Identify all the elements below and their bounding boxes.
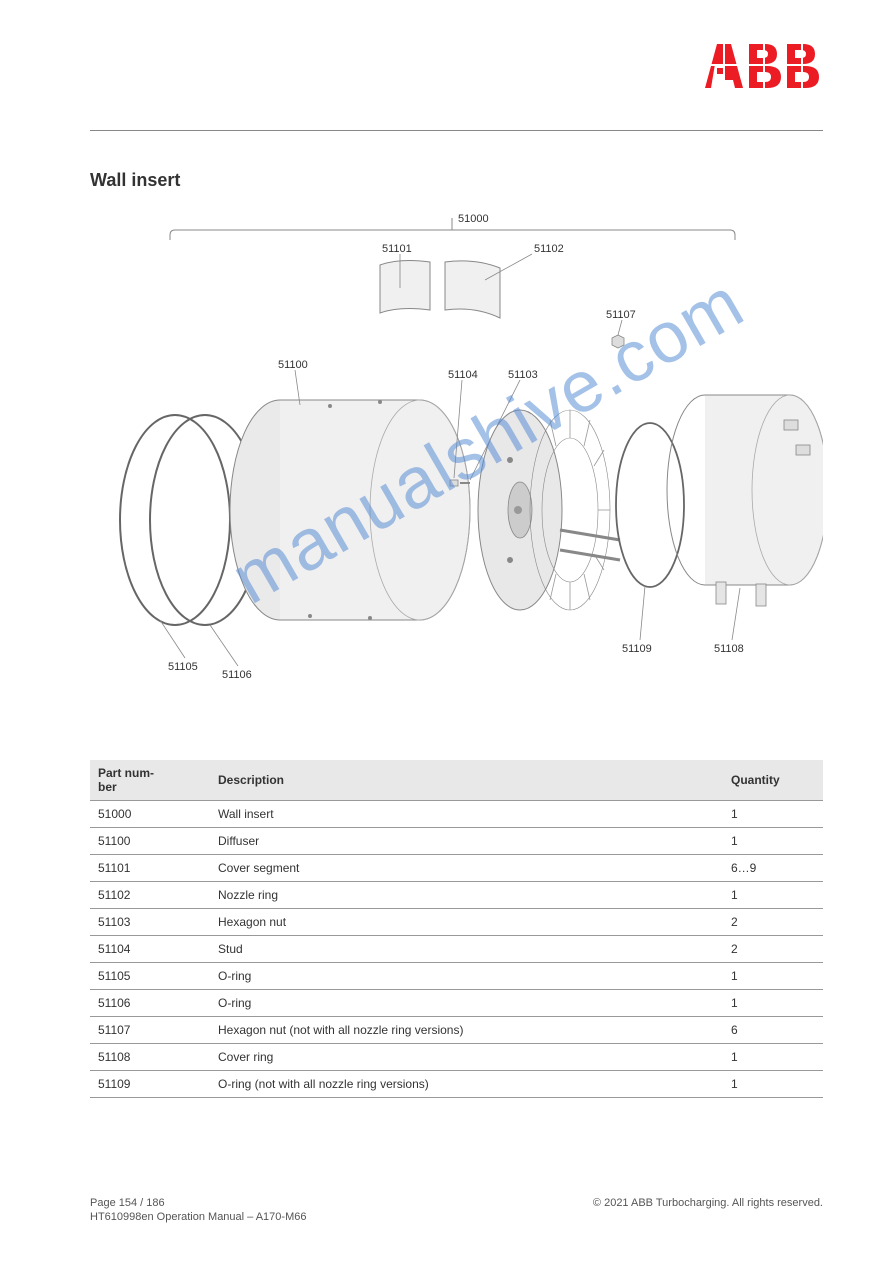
svg-text:51104: 51104 <box>448 369 478 381</box>
oring-3 <box>616 423 684 587</box>
svg-text:51106: 51106 <box>222 669 252 681</box>
table-row: 51109O-ring (not with all nozzle ring ve… <box>90 1071 823 1098</box>
cover-segment-left <box>380 261 430 313</box>
cell-desc: Wall insert <box>210 801 723 828</box>
cell-qty: 1 <box>723 1044 823 1071</box>
cell-qty: 2 <box>723 909 823 936</box>
table-row: 51101Cover segment6…9 <box>90 855 823 882</box>
cell-part: 51109 <box>90 1071 210 1098</box>
abb-logo <box>703 42 823 95</box>
header-divider <box>90 130 823 131</box>
cell-part: 51102 <box>90 882 210 909</box>
table-row: 51107Hexagon nut (not with all nozzle ri… <box>90 1017 823 1044</box>
cell-part: 51101 <box>90 855 210 882</box>
svg-text:51100: 51100 <box>278 359 308 371</box>
cell-desc: O-ring (not with all nozzle ring version… <box>210 1071 723 1098</box>
table-row: 51000Wall insert1 <box>90 801 823 828</box>
header-part: Part num-ber <box>90 760 210 801</box>
footer-copyright: © 2021 ABB Turbocharging. All rights res… <box>593 1197 823 1209</box>
cell-qty: 6…9 <box>723 855 823 882</box>
cell-desc: Stud <box>210 936 723 963</box>
oring-1 <box>120 415 230 625</box>
parts-table: Part num-ber Description Quantity 51000W… <box>90 760 823 1098</box>
exploded-diagram: 51000 51101 51102 51105 51 <box>90 210 823 730</box>
table-header-row: Part num-ber Description Quantity <box>90 760 823 801</box>
header-desc: Description <box>210 760 723 801</box>
cell-desc: Nozzle ring <box>210 882 723 909</box>
footer-docid: HT610998en Operation Manual – A170-M66 <box>90 1211 823 1223</box>
page-container: Wall insert 51000 51101 51102 <box>0 0 893 1263</box>
table-row: 51108Cover ring1 <box>90 1044 823 1071</box>
cell-part: 51108 <box>90 1044 210 1071</box>
svg-text:51102: 51102 <box>534 243 564 255</box>
page-footer: Page 154 / 186 © 2021 ABB Turbocharging.… <box>90 1197 823 1223</box>
cell-desc: Hexagon nut (not with all nozzle ring ve… <box>210 1017 723 1044</box>
cell-qty: 2 <box>723 936 823 963</box>
table-row: 51102Nozzle ring1 <box>90 882 823 909</box>
cell-qty: 6 <box>723 1017 823 1044</box>
table-row: 51103Hexagon nut2 <box>90 909 823 936</box>
cell-qty: 1 <box>723 1071 823 1098</box>
cell-desc: Cover ring <box>210 1044 723 1071</box>
section-title: Wall insert <box>90 170 180 191</box>
table-row: 51104Stud2 <box>90 936 823 963</box>
cell-qty: 1 <box>723 801 823 828</box>
table-row: 51100Diffuser1 <box>90 828 823 855</box>
cell-qty: 1 <box>723 828 823 855</box>
svg-text:51105: 51105 <box>168 661 198 673</box>
table-row: 51105O-ring1 <box>90 963 823 990</box>
nozzle-ring <box>478 410 620 610</box>
cell-part: 51107 <box>90 1017 210 1044</box>
cell-part: 51000 <box>90 801 210 828</box>
cover-segment-right <box>445 261 500 318</box>
svg-text:51101: 51101 <box>382 243 412 255</box>
cell-qty: 1 <box>723 990 823 1017</box>
cell-part: 51106 <box>90 990 210 1017</box>
cell-desc: Cover segment <box>210 855 723 882</box>
cell-desc: Diffuser <box>210 828 723 855</box>
cell-desc: O-ring <box>210 963 723 990</box>
footer-page: Page 154 / 186 <box>90 1197 165 1209</box>
cell-qty: 1 <box>723 882 823 909</box>
header-qty: Quantity <box>723 760 823 801</box>
svg-text:51108: 51108 <box>714 643 744 655</box>
svg-text:51107: 51107 <box>606 309 636 321</box>
svg-text:51103: 51103 <box>508 369 538 381</box>
cell-part: 51104 <box>90 936 210 963</box>
cell-desc: Hexagon nut <box>210 909 723 936</box>
svg-text:51109: 51109 <box>622 643 652 655</box>
cell-qty: 1 <box>723 963 823 990</box>
cell-part: 51105 <box>90 963 210 990</box>
cover-ring <box>667 395 823 606</box>
bracket-label: 51000 <box>458 213 489 225</box>
table-row: 51106O-ring1 <box>90 990 823 1017</box>
hex-nut <box>612 335 624 348</box>
cell-part: 51103 <box>90 909 210 936</box>
cell-part: 51100 <box>90 828 210 855</box>
cell-desc: O-ring <box>210 990 723 1017</box>
diffuser <box>230 400 470 620</box>
